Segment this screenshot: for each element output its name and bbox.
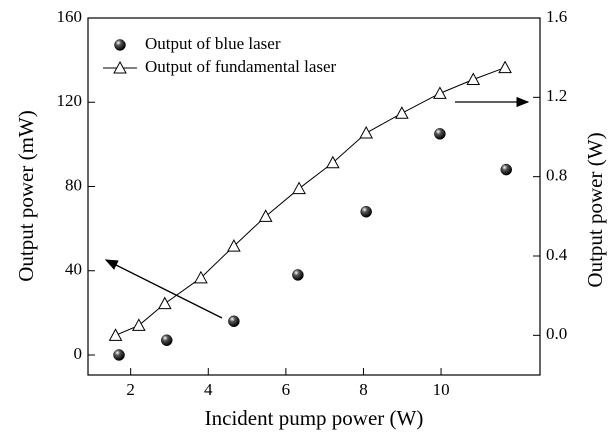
plot-frame (87, 17, 541, 376)
sphere-marker (113, 349, 125, 361)
sphere-marker (500, 163, 512, 176)
x-tick-label: 6 (282, 380, 291, 399)
triangle-marker (227, 239, 241, 252)
triangle-marker (157, 296, 172, 310)
sphere-marker (228, 315, 240, 328)
sphere-marker (292, 269, 304, 281)
y2-tick-label: 1.6 (546, 7, 567, 26)
triangle-marker (498, 60, 512, 74)
x-tick-label: 2 (126, 380, 135, 399)
x-tick-label: 8 (359, 380, 368, 399)
sphere-marker (161, 334, 173, 346)
y-tick-label: 0 (74, 344, 83, 363)
y-tick-label: 40 (65, 260, 82, 279)
triangle-marker (395, 106, 409, 119)
x-tick-label: 4 (204, 380, 213, 399)
triangle-marker (258, 209, 273, 222)
triangle-marker (325, 155, 340, 169)
y-tick-label: 120 (57, 91, 83, 110)
y-tick-label: 160 (57, 7, 83, 26)
triangle-marker (113, 60, 127, 74)
sphere-marker (360, 206, 372, 218)
y2-tick-label: 1.2 (546, 86, 567, 105)
y2-tick-label: 0.8 (546, 166, 567, 185)
sphere-marker (434, 128, 446, 140)
triangle-marker (359, 125, 374, 139)
triangle-marker (131, 318, 146, 331)
series-line (115, 67, 506, 336)
x-tick-label: 10 (433, 380, 450, 399)
triangle-marker (108, 328, 123, 341)
triangle-marker (194, 270, 208, 284)
y-axis-label: Output power (mW) (14, 110, 38, 281)
y-tick-label: 80 (65, 175, 82, 194)
triangle-marker (292, 181, 306, 195)
triangle-marker (466, 72, 481, 85)
y2-tick-label: 0.0 (546, 324, 567, 343)
x-axis-label: Incident pump power (W) (205, 406, 424, 430)
legend-label: Output of blue laser (145, 34, 281, 53)
triangle-marker (433, 86, 447, 99)
y2-tick-label: 0.4 (546, 245, 568, 264)
sphere-marker (114, 39, 126, 51)
legend-label: Output of fundamental laser (145, 57, 337, 76)
arrow-left (104, 259, 223, 319)
y2-axis-label: Output power (W) (583, 132, 607, 287)
